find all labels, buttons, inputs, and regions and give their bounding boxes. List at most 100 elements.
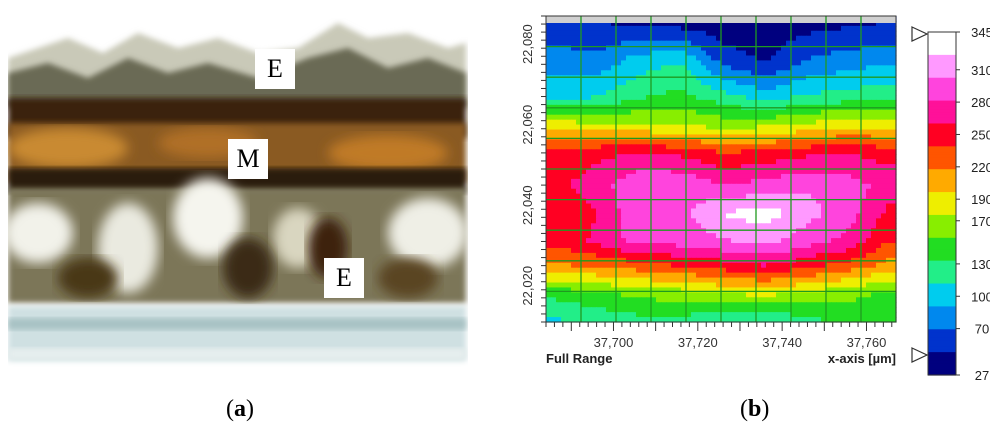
heatmap-cell — [776, 297, 782, 303]
heatmap-cell — [776, 20, 782, 27]
heatmap-cell — [621, 173, 627, 180]
heatmap-cell — [831, 45, 837, 52]
heatmap-cell — [736, 85, 742, 91]
heatmap-cell — [886, 55, 892, 62]
heatmap-cell — [791, 109, 797, 116]
heatmap-cell — [606, 129, 612, 136]
heatmap-cell — [771, 109, 777, 116]
heatmap-cell — [826, 228, 832, 234]
heatmap-cell — [556, 90, 562, 96]
heatmap-cell — [641, 317, 647, 323]
heatmap-cell — [566, 90, 572, 96]
heatmap-cell — [736, 198, 742, 205]
heatmap-cell — [566, 94, 572, 101]
heatmap-cell — [766, 80, 772, 86]
heatmap-cell — [616, 233, 622, 239]
heatmap-cell — [581, 277, 587, 284]
heatmap-cell — [576, 233, 582, 239]
heatmap-cell — [831, 193, 837, 200]
heatmap-cell — [876, 20, 882, 27]
heatmap-cell — [861, 65, 867, 71]
heatmap-cell — [856, 65, 862, 71]
heatmap-cell — [686, 243, 692, 249]
heatmap-cell — [586, 45, 592, 52]
heatmap-cell — [776, 173, 782, 180]
heatmap-cell — [636, 267, 642, 274]
heatmap-cell — [636, 109, 642, 116]
heatmap-cell — [881, 317, 887, 323]
heatmap-cell — [581, 90, 587, 96]
heatmap-cell — [691, 90, 697, 96]
heatmap-cell — [596, 169, 602, 175]
heatmap-cell — [866, 173, 872, 180]
heatmap-cell — [661, 154, 667, 160]
heatmap-cell — [556, 262, 562, 269]
heatmap-cell — [881, 169, 887, 175]
heatmap-cell — [796, 188, 802, 195]
heatmap-cell — [641, 119, 647, 126]
heatmap-cell — [741, 302, 747, 308]
heatmap-cell — [706, 94, 712, 101]
heatmap-cell — [861, 282, 867, 289]
heatmap-cell — [571, 40, 577, 47]
heatmap-cell — [621, 178, 627, 185]
heatmap-cell — [576, 193, 582, 200]
heatmap-cell — [871, 292, 877, 298]
heatmap-cell — [676, 233, 682, 239]
heatmap-cell — [731, 188, 737, 195]
heatmap-cell — [581, 94, 587, 101]
heatmap-cell — [601, 262, 607, 269]
heatmap-cell — [576, 282, 582, 289]
heatmap-cell — [586, 218, 592, 224]
heatmap-cell — [636, 144, 642, 150]
heatmap-cell — [801, 50, 807, 57]
heatmap-cell — [666, 25, 672, 32]
heatmap-cell — [761, 173, 767, 180]
heatmap-cell — [616, 302, 622, 308]
heatmap-cell — [746, 317, 752, 323]
heatmap-cell — [591, 149, 597, 155]
heatmap-cell — [716, 80, 722, 86]
heatmap-cell — [716, 208, 722, 215]
heatmap-cell — [586, 65, 592, 71]
heatmap-cell — [766, 238, 772, 244]
heatmap-cell — [741, 109, 747, 116]
heatmap-cell — [886, 50, 892, 57]
heatmap-cell — [651, 85, 657, 91]
heatmap-cell — [596, 65, 602, 71]
heatmap-cell — [851, 90, 857, 96]
heatmap-cell — [561, 292, 567, 298]
colorbar-segment — [928, 266, 956, 270]
heatmap-cell — [726, 139, 732, 145]
heatmap-cell — [621, 75, 627, 81]
heatmap-cell — [756, 238, 762, 244]
heatmap-cell — [731, 25, 737, 32]
heatmap-cell — [666, 238, 672, 244]
heatmap-cell — [716, 213, 722, 219]
heatmap-cell — [551, 30, 557, 37]
heatmap-cell — [601, 208, 607, 215]
heatmap-cell — [641, 267, 647, 274]
heatmap-cell — [796, 139, 802, 145]
heatmap-cell — [601, 297, 607, 303]
heatmap-cell — [611, 45, 617, 52]
heatmap-cell — [686, 287, 692, 293]
heatmap-cell — [786, 317, 792, 323]
heatmap-cell — [581, 109, 587, 116]
heatmap-cell — [736, 262, 742, 269]
heatmap-cell — [801, 307, 807, 313]
heatmap-cell — [831, 124, 837, 131]
heatmap-cell — [661, 282, 667, 289]
heatmap-cell — [546, 40, 552, 47]
heatmap-cell — [651, 60, 657, 66]
heatmap-cell — [641, 80, 647, 86]
heatmap-cell — [571, 233, 577, 239]
heatmap-cell — [591, 277, 597, 284]
heatmap-cell — [566, 297, 572, 303]
heatmap-cell — [681, 272, 687, 279]
colorbar-segment — [928, 92, 956, 96]
colorbar-segment — [928, 180, 956, 185]
heatmap-cell — [821, 198, 827, 205]
heatmap-cell — [881, 282, 887, 289]
